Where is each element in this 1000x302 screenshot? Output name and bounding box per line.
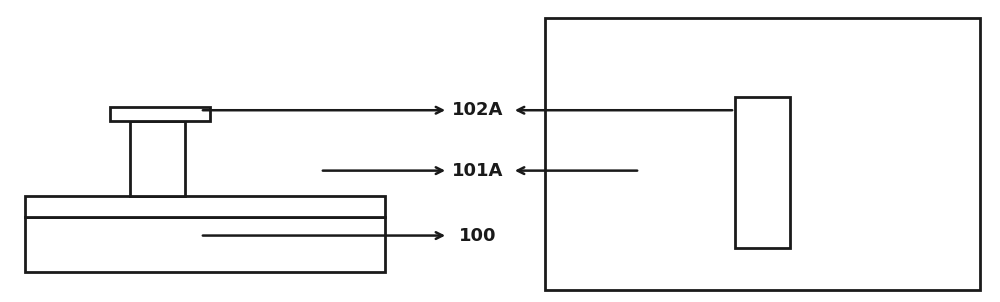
Bar (25, 217, 385, 272)
Bar (130, 121, 185, 196)
Text: 101A: 101A (452, 162, 504, 180)
Text: 100: 100 (459, 226, 497, 245)
Bar (25, 196, 385, 217)
Bar (545, 18, 980, 290)
Bar (735, 97, 790, 248)
Bar (110, 107, 210, 121)
Text: 102A: 102A (452, 101, 504, 119)
